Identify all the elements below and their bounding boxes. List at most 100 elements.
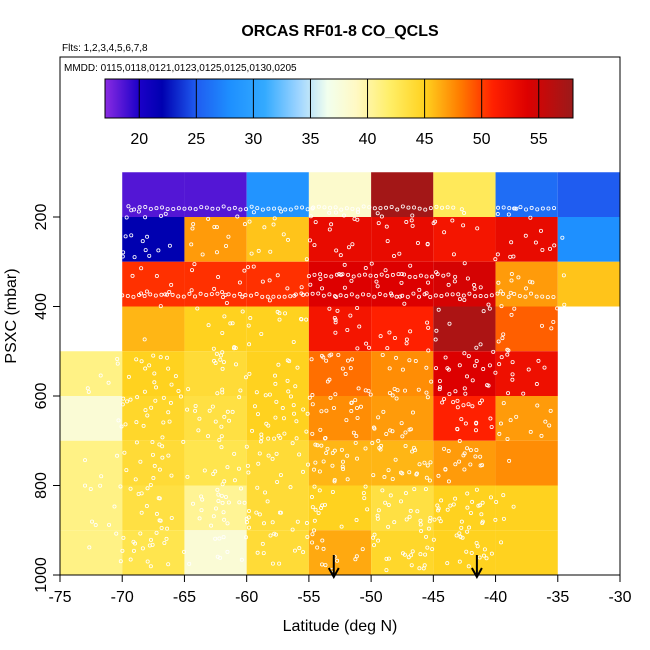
- y-axis-label: PSXC (mbar): [3, 268, 20, 363]
- track-point: [386, 502, 391, 507]
- track-point: [400, 434, 405, 439]
- plot-frame: [59, 56, 621, 576]
- heatmap-cell: [433, 261, 496, 307]
- track-point: [264, 421, 269, 426]
- track-point: [251, 264, 256, 269]
- track-point: [216, 206, 221, 211]
- track-point: [456, 292, 461, 297]
- track-point: [123, 234, 128, 239]
- track-point: [249, 204, 254, 209]
- track-point: [197, 516, 202, 521]
- track-point: [408, 263, 413, 268]
- track-point: [425, 242, 430, 247]
- track-point: [308, 214, 313, 219]
- track-point: [216, 275, 221, 280]
- track-point: [148, 564, 153, 569]
- track-point: [268, 249, 273, 254]
- track-point: [182, 549, 187, 554]
- track-point: [509, 240, 514, 245]
- track-point: [151, 476, 156, 481]
- track-point: [128, 486, 133, 491]
- track-point: [246, 323, 251, 328]
- track-point: [329, 222, 334, 227]
- track-point: [425, 320, 430, 325]
- track-point: [539, 433, 544, 438]
- track-point: [379, 272, 384, 277]
- track-point: [535, 403, 540, 408]
- track-point: [93, 523, 98, 528]
- track-point: [345, 477, 350, 482]
- track-point: [339, 524, 344, 529]
- track-point: [374, 279, 379, 284]
- track-point: [288, 294, 293, 299]
- track-point: [418, 522, 423, 527]
- track-point: [227, 418, 232, 423]
- heatmap-cell: [246, 172, 309, 217]
- track-point: [402, 301, 407, 306]
- track-point: [319, 409, 324, 414]
- track-point: [355, 346, 360, 351]
- track-point: [126, 374, 131, 379]
- track-point: [501, 493, 506, 498]
- track-point: [375, 513, 380, 518]
- track-point: [386, 468, 391, 473]
- track-point: [193, 207, 198, 212]
- track-point: [507, 458, 512, 463]
- track-point: [539, 323, 544, 328]
- track-point: [107, 522, 112, 527]
- track-point: [242, 222, 247, 227]
- track-point: [424, 475, 429, 480]
- track-point: [501, 332, 506, 337]
- track-point: [555, 306, 560, 311]
- track-point: [400, 551, 405, 556]
- track-point: [247, 342, 252, 347]
- track-point: [332, 479, 337, 484]
- track-point: [286, 389, 291, 394]
- track-point: [334, 272, 339, 277]
- track-point: [278, 510, 283, 515]
- heatmap-cell: [122, 530, 185, 575]
- track-point: [232, 478, 237, 483]
- track-point: [363, 484, 368, 489]
- track-point: [461, 293, 466, 298]
- track-point: [236, 466, 241, 471]
- track-point: [457, 559, 462, 564]
- track-point: [465, 529, 470, 534]
- track-point: [131, 548, 136, 553]
- track-point: [406, 555, 411, 560]
- track-point: [415, 241, 420, 246]
- track-point: [315, 545, 320, 550]
- heatmap-cell: [433, 530, 496, 575]
- track-point: [478, 454, 483, 459]
- track-point: [506, 294, 511, 299]
- track-point: [189, 288, 194, 293]
- track-point: [533, 240, 538, 245]
- heatmap-cell: [371, 530, 434, 575]
- track-point: [295, 519, 300, 524]
- track-point: [346, 272, 351, 277]
- track-point: [266, 206, 271, 211]
- track-point: [160, 455, 165, 460]
- track-point: [246, 515, 251, 520]
- track-point: [112, 504, 117, 509]
- track-point: [372, 294, 377, 299]
- track-point: [230, 321, 235, 326]
- track-point: [321, 355, 326, 360]
- track-point: [128, 557, 133, 562]
- x-tick-label: -30: [608, 589, 631, 606]
- track-point: [305, 411, 310, 416]
- track-point: [421, 566, 426, 571]
- track-point: [86, 389, 91, 394]
- track-point: [424, 291, 429, 296]
- track-point: [173, 374, 178, 379]
- track-point: [150, 440, 155, 445]
- track-point: [219, 434, 224, 439]
- track-point: [425, 545, 430, 550]
- x-axis: -75 -70 -65 -60 -55 -50 -45 -40 -35 -30: [48, 575, 632, 606]
- track-point: [267, 278, 272, 283]
- track-point: [385, 346, 390, 351]
- track-point: [426, 325, 431, 330]
- track-point: [339, 207, 344, 212]
- colorbar-tick-label: 25: [187, 131, 205, 148]
- track-point: [323, 435, 328, 440]
